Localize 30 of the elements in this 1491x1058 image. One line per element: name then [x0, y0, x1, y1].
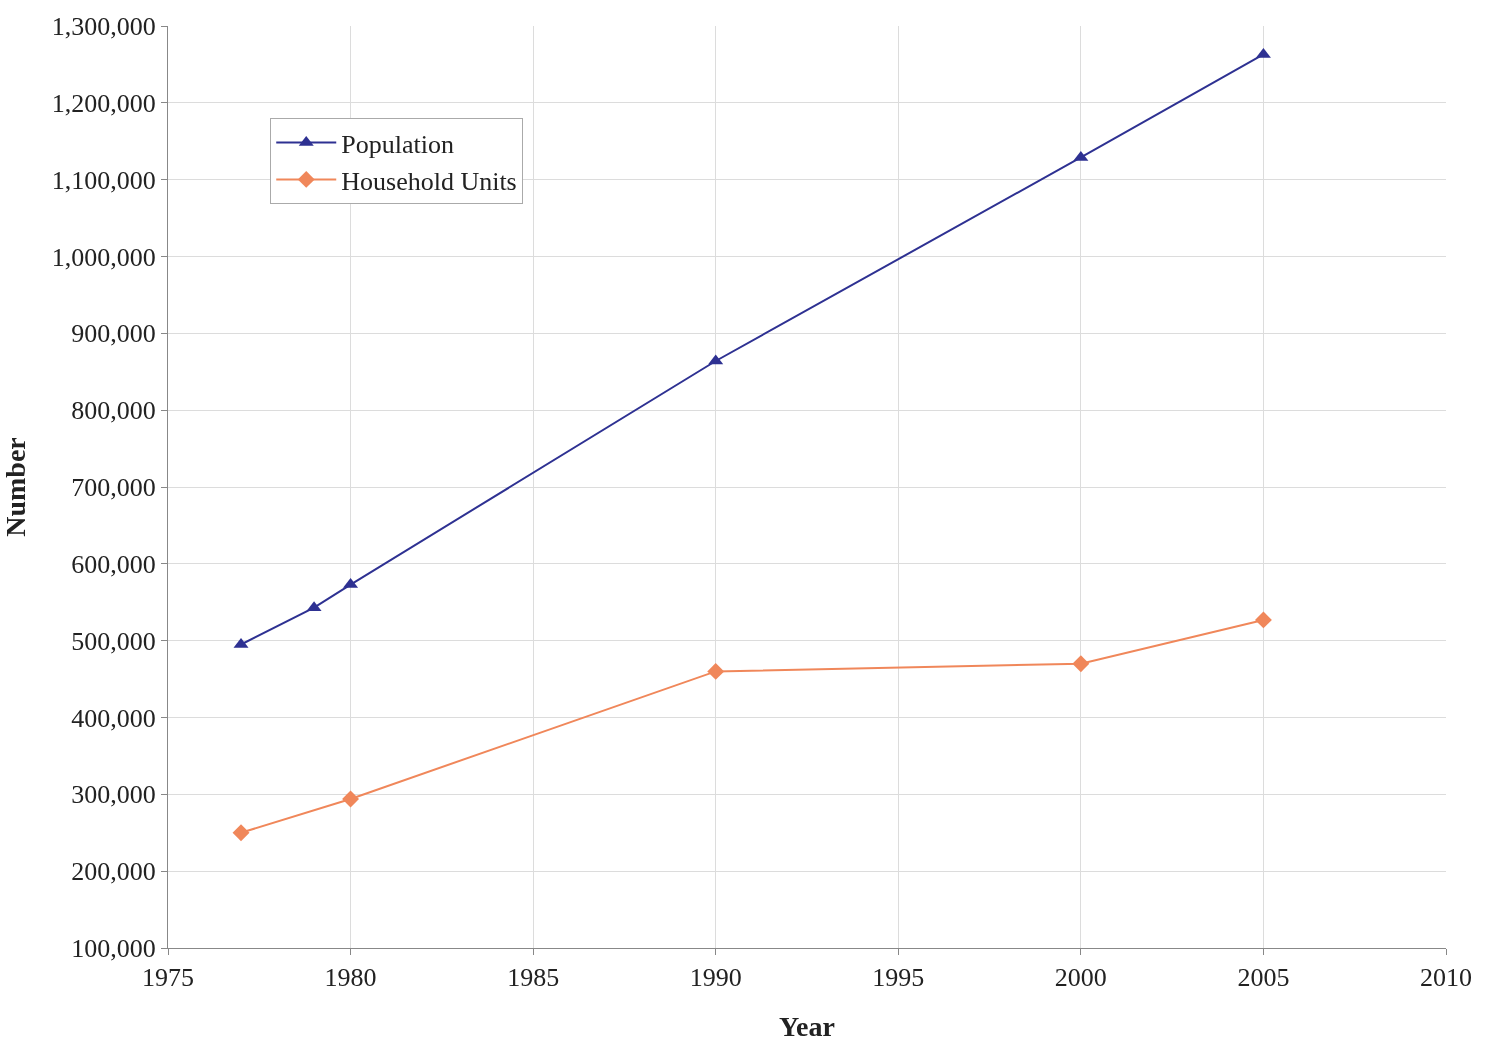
y-tick-label: 1,300,000 — [51, 12, 156, 42]
y-tick-label: 100,000 — [71, 934, 156, 964]
point — [1072, 655, 1090, 673]
y-tick-label: 600,000 — [71, 549, 156, 579]
legend-label: Household Units — [341, 166, 517, 196]
y-tick-label: 500,000 — [71, 626, 156, 656]
y-tick-label: 300,000 — [71, 780, 156, 810]
x-tick-label: 1980 — [324, 963, 377, 993]
x-tick-label: 1995 — [872, 963, 925, 993]
x-tick-label: 2000 — [1054, 963, 1107, 993]
x-tick-label: 1990 — [689, 963, 742, 993]
y-tick-label: 900,000 — [71, 319, 156, 349]
y-tick-label: 1,100,000 — [51, 165, 156, 195]
y-tick-label: 400,000 — [71, 703, 156, 733]
point — [1254, 611, 1272, 629]
point — [232, 824, 250, 842]
x-axis-title: Year — [779, 1011, 835, 1043]
point — [342, 790, 360, 808]
y-tick-label: 800,000 — [71, 396, 156, 426]
y-axis-title: Number — [0, 437, 31, 537]
x-tick-label: 1975 — [142, 963, 194, 993]
point — [707, 662, 725, 680]
y-tick-label: 1,200,000 — [51, 88, 156, 118]
y-tick-label: 1,000,000 — [51, 242, 156, 272]
x-tick-label: 1985 — [507, 963, 560, 993]
y-tick-label: 200,000 — [71, 857, 156, 887]
x-tick-label: 2005 — [1237, 963, 1290, 993]
x-tick-label: 2010 — [1420, 963, 1472, 993]
legend-label: Population — [341, 129, 454, 159]
y-tick-label: 700,000 — [71, 473, 156, 503]
